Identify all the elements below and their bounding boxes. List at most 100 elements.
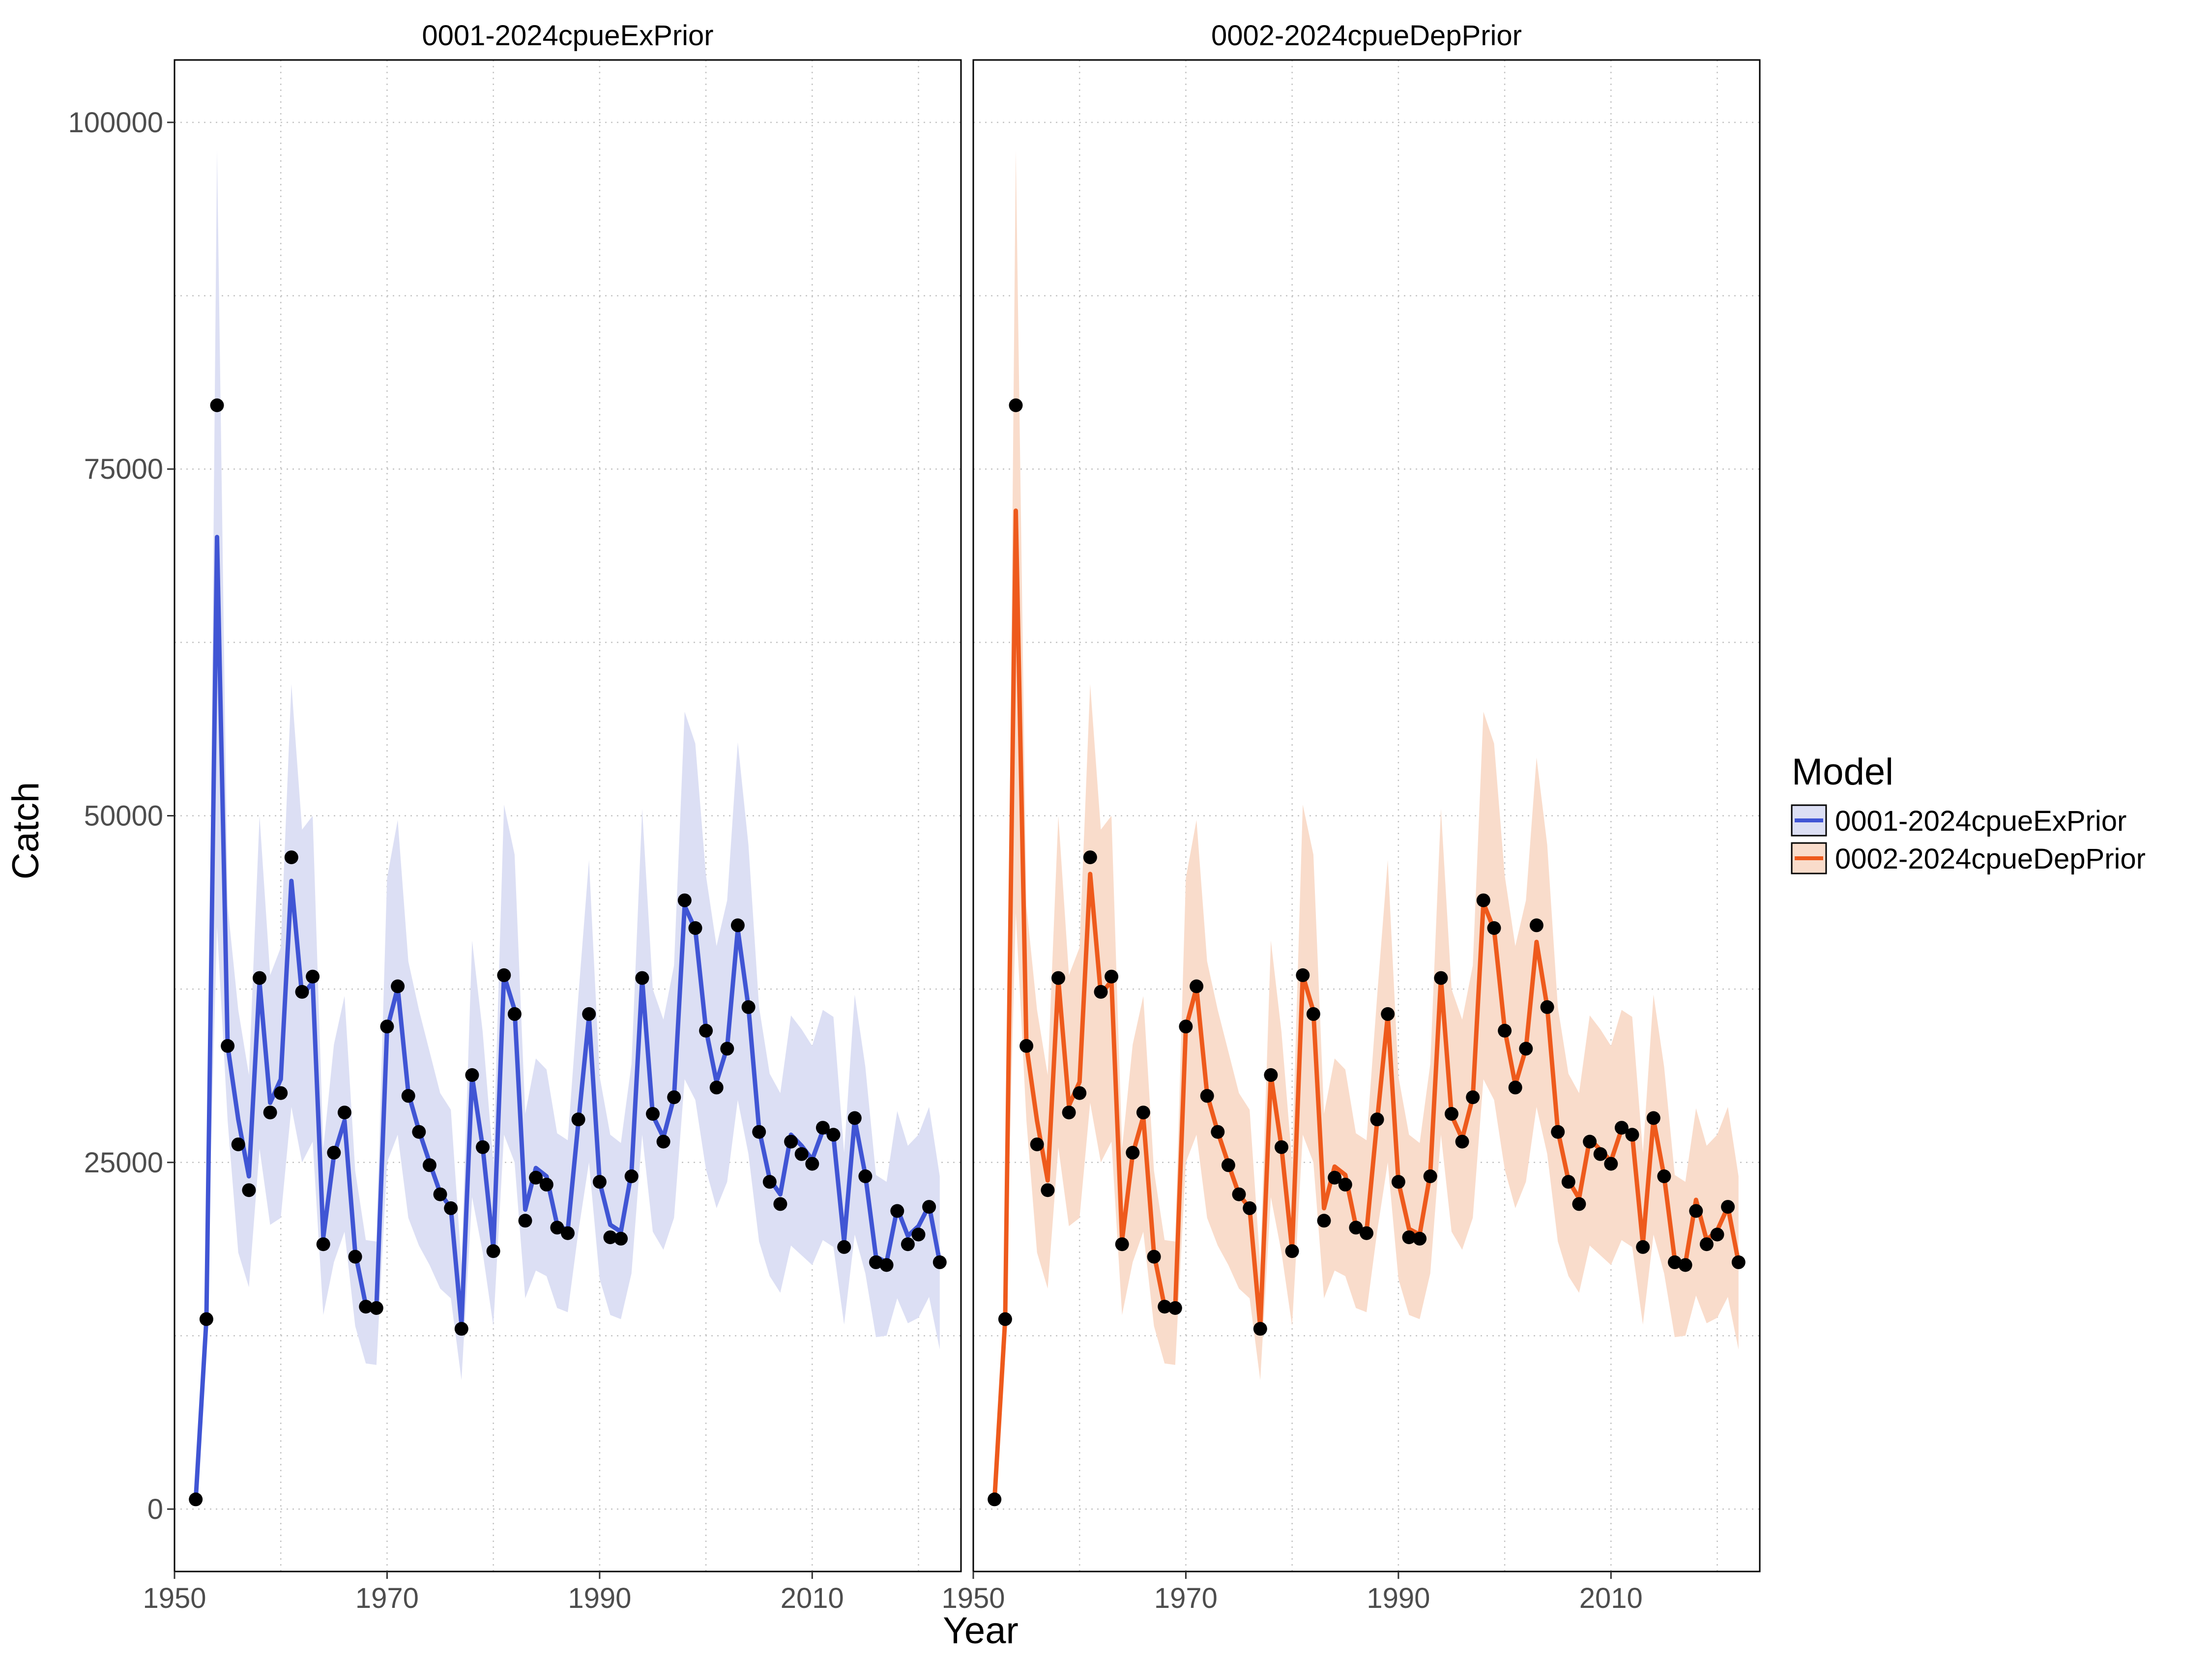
observed-catch-point — [1243, 1201, 1257, 1215]
observed-catch-point — [486, 1244, 500, 1258]
observed-catch-point — [614, 1231, 628, 1246]
observed-catch-point — [1051, 971, 1065, 985]
observed-catch-point — [518, 1214, 532, 1228]
observed-catch-point — [582, 1007, 596, 1021]
observed-catch-point — [1466, 1090, 1480, 1105]
observed-catch-point — [1657, 1169, 1671, 1183]
observed-catch-point — [1561, 1175, 1575, 1189]
observed-catch-point — [1434, 971, 1448, 985]
observed-catch-point — [741, 1000, 756, 1014]
observed-catch-point — [242, 1183, 256, 1197]
observed-catch-point — [1476, 893, 1490, 907]
observed-catch-point — [380, 1019, 394, 1034]
y-tick-label: 50000 — [84, 800, 163, 832]
observed-catch-point — [1275, 1140, 1288, 1154]
legend: Model 0001-2024cpueExPrior 0002-2024cpue… — [1791, 751, 2146, 875]
y-axis-label: Catch — [5, 782, 47, 880]
x-tick-label: 1990 — [568, 1582, 631, 1614]
observed-catch-point — [667, 1090, 681, 1105]
strip-title: 0002-2024cpueDepPrior — [1211, 20, 1522, 52]
observed-catch-point — [794, 1147, 809, 1161]
observed-catch-point — [1710, 1227, 1724, 1242]
observed-catch-point — [253, 971, 266, 985]
observed-catch-point — [624, 1169, 639, 1183]
observed-catch-point — [199, 1312, 213, 1326]
observed-catch-point — [1540, 1000, 1554, 1014]
observed-catch-point — [1168, 1301, 1182, 1315]
observed-catch-point — [571, 1112, 585, 1127]
x-tick-label: 1950 — [941, 1582, 1005, 1614]
observed-catch-point — [1402, 1230, 1416, 1245]
observed-catch-point — [858, 1169, 873, 1183]
legend-item-0001: 0001-2024cpueExPrior — [1791, 804, 2126, 837]
observed-catch-point — [1158, 1300, 1172, 1314]
observed-catch-point — [1572, 1197, 1586, 1211]
observed-catch-point — [1423, 1169, 1437, 1183]
legend-title: Model — [1792, 751, 1893, 793]
observed-catch-point — [1498, 1023, 1512, 1038]
observed-catch-point — [422, 1158, 437, 1172]
x-tick-label: 1950 — [143, 1582, 206, 1614]
observed-catch-point — [1636, 1240, 1650, 1254]
observed-catch-point — [561, 1226, 575, 1240]
observed-catch-point — [1030, 1137, 1044, 1152]
observed-catch-point — [603, 1230, 617, 1245]
observed-catch-point — [1731, 1255, 1746, 1269]
observed-catch-point — [221, 1039, 235, 1053]
observed-catch-point — [401, 1089, 415, 1103]
observed-catch-point — [826, 1128, 841, 1142]
legend-label: 0001-2024cpueExPrior — [1835, 805, 2126, 837]
observed-catch-point — [231, 1137, 245, 1152]
observed-catch-point — [709, 1080, 724, 1095]
observed-catch-point — [412, 1125, 426, 1139]
y-tick-label: 0 — [147, 1493, 163, 1525]
observed-catch-point — [1508, 1080, 1522, 1095]
observed-catch-point — [592, 1175, 607, 1189]
observed-catch-point — [1529, 918, 1543, 932]
legend-label: 0002-2024cpueDepPrior — [1835, 843, 2146, 875]
observed-catch-point — [805, 1157, 819, 1171]
observed-catch-point — [454, 1322, 468, 1336]
observed-catch-point — [1041, 1183, 1055, 1197]
observed-catch-point — [815, 1121, 830, 1135]
observed-catch-point — [847, 1111, 862, 1125]
observed-catch-point — [879, 1258, 894, 1272]
observed-catch-point — [1413, 1231, 1427, 1246]
x-tick-label: 1970 — [1154, 1582, 1218, 1614]
observed-catch-point — [465, 1068, 479, 1082]
observed-catch-point — [1455, 1135, 1469, 1149]
observed-catch-point — [391, 979, 405, 993]
observed-catch-point — [1519, 1042, 1533, 1056]
observed-catch-point — [646, 1107, 660, 1121]
observed-catch-point — [327, 1146, 341, 1160]
observed-catch-point — [210, 398, 224, 412]
observed-catch-point — [1009, 398, 1023, 412]
observed-catch-point — [1126, 1146, 1140, 1160]
observed-catch-point — [295, 985, 309, 999]
observed-catch-point — [1179, 1019, 1193, 1034]
observed-catch-point — [1264, 1068, 1278, 1082]
observed-catch-point — [922, 1200, 936, 1214]
observed-catch-point — [1285, 1244, 1299, 1258]
observed-catch-point — [1019, 1039, 1034, 1053]
observed-catch-point — [497, 968, 511, 982]
observed-catch-point — [1338, 1177, 1352, 1192]
observed-catch-point — [688, 921, 702, 935]
observed-catch-point — [1583, 1135, 1597, 1149]
observed-catch-point — [1147, 1250, 1161, 1264]
observed-catch-point — [263, 1106, 277, 1120]
observed-catch-point — [677, 893, 692, 907]
observed-catch-point — [1689, 1204, 1703, 1218]
observed-catch-point — [1105, 969, 1119, 984]
observed-catch-point — [316, 1237, 330, 1252]
observed-catch-point — [1211, 1125, 1225, 1139]
observed-catch-point — [1221, 1158, 1235, 1172]
observed-catch-point — [337, 1106, 351, 1120]
strip-title: 0001-2024cpueExPrior — [422, 20, 713, 52]
observed-catch-point — [550, 1221, 564, 1235]
observed-catch-point — [752, 1125, 766, 1139]
observed-catch-point — [720, 1042, 734, 1056]
legend-item-0002: 0002-2024cpueDepPrior — [1791, 842, 2146, 875]
y-tick-label: 100000 — [68, 107, 163, 139]
